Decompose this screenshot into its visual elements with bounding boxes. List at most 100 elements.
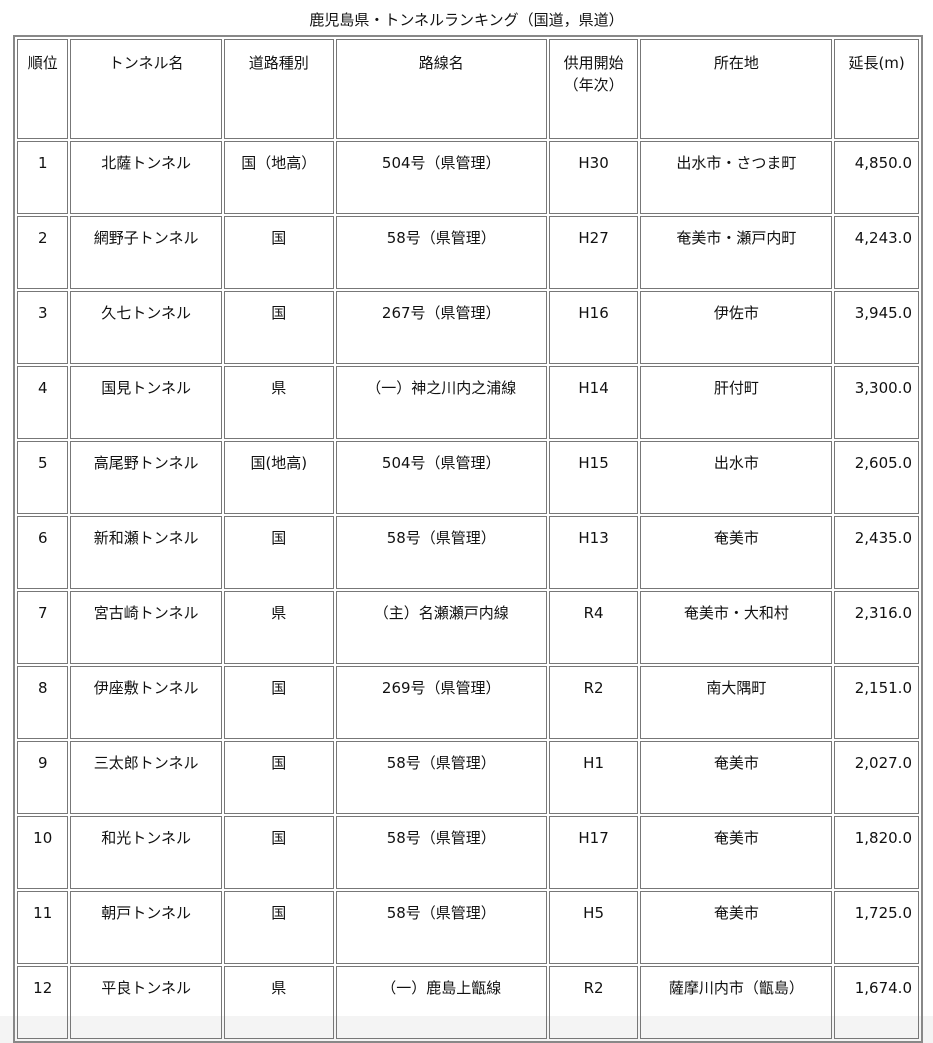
table-row: 1 北薩トンネル 国（地高） 504号（県管理） H30 出水市・さつま町 4,850.0: [17, 141, 919, 214]
cell-length: 1,725.0: [834, 891, 919, 964]
cell-length: 1,674.0: [834, 966, 919, 1039]
header-rank: 順位: [17, 39, 69, 139]
cell-opening-year: H14: [548, 366, 639, 439]
cell-road-type: 国: [223, 516, 334, 589]
table-row: 2 網野子トンネル国 58号（県管理） H27 奄美市・瀬戸内町 4,243.0: [17, 216, 919, 289]
cell-length: 2,605.0: [834, 441, 919, 514]
cell-rank: 4: [17, 366, 69, 439]
table-row: 4 国見トンネル県（一）神之川内之浦線 H14 肝付町 3,300.0: [17, 366, 919, 439]
cell-opening-year: H16: [548, 291, 639, 364]
cell-location: 奄美市: [640, 741, 833, 814]
cell-rank: 10: [17, 816, 69, 889]
cell-road-type: 国: [223, 666, 334, 739]
cell-length: 2,316.0: [834, 591, 919, 664]
header-route-name: 路線名: [335, 39, 547, 139]
cell-road-type: 国: [223, 741, 334, 814]
cell-route-name: 58号（県管理）: [335, 741, 547, 814]
cell-tunnel-name: 国見トンネル: [70, 366, 222, 439]
table-row: 10 和光トンネル国 58号（県管理） H17 奄美市 1,820.0: [17, 816, 919, 889]
cell-rank: 2: [17, 216, 69, 289]
cell-tunnel-name: 北薩トンネル: [70, 141, 222, 214]
cell-rank: 6: [17, 516, 69, 589]
cell-tunnel-name: 伊座敷トンネル: [70, 666, 222, 739]
cell-road-type: 国(地高): [223, 441, 334, 514]
cell-location: 奄美市: [640, 891, 833, 964]
cell-length: 3,300.0: [834, 366, 919, 439]
cell-opening-year: R2: [548, 966, 639, 1039]
cell-rank: 1: [17, 141, 69, 214]
cell-location: 伊佐市: [640, 291, 833, 364]
cell-route-name: （主）名瀬瀬戸内線: [335, 591, 547, 664]
cell-length: 2,027.0: [834, 741, 919, 814]
tunnel-ranking-table: 順位 トンネル名 道路種別 路線名 供用開始 （年次） 所在地 延長(m) 1 北薩トンネル国…: [13, 35, 923, 1043]
cell-route-name: 58号（県管理）: [335, 216, 547, 289]
cell-route-name: 58号（県管理）: [335, 816, 547, 889]
cell-road-type: 国: [223, 216, 334, 289]
header-tunnel-name: トンネル名: [70, 39, 222, 139]
page-title: 鹿児島県・トンネルランキング（国道，県道）: [309, 11, 624, 29]
cell-rank: 7: [17, 591, 69, 664]
cell-rank: 9: [17, 741, 69, 814]
cell-opening-year: H17: [548, 816, 639, 889]
cell-length: 3,945.0: [834, 291, 919, 364]
table-row: 3 久七トンネル国 267号（県管理） H16 伊佐市 3,945.0: [17, 291, 919, 364]
cell-road-type: 県: [223, 366, 334, 439]
cell-length: 2,435.0: [834, 516, 919, 589]
header-opening-year: 供用開始 （年次）: [548, 39, 639, 139]
table-row: 12 平良トンネル県（一）鹿島上甑線 R2 薩摩川内市（甑島） 1,674.0: [17, 966, 919, 1039]
cell-route-name: 504号（県管理）: [335, 141, 547, 214]
cell-road-type: 県: [223, 966, 334, 1039]
cell-location: 肝付町: [640, 366, 833, 439]
cell-tunnel-name: 新和瀬トンネル: [70, 516, 222, 589]
table-row: 7 宮古崎トンネル県（主）名瀬瀬戸内線 R4 奄美市・大和村 2,316.0: [17, 591, 919, 664]
cell-location: 薩摩川内市（甑島）: [640, 966, 833, 1039]
cell-opening-year: H30: [548, 141, 639, 214]
cell-tunnel-name: 朝戸トンネル: [70, 891, 222, 964]
cell-length: 4,850.0: [834, 141, 919, 214]
cell-route-name: （一）鹿島上甑線: [335, 966, 547, 1039]
cell-tunnel-name: 三太郎トンネル: [70, 741, 222, 814]
cell-road-type: 県: [223, 591, 334, 664]
cell-tunnel-name: 平良トンネル: [70, 966, 222, 1039]
cell-rank: 11: [17, 891, 69, 964]
cell-route-name: （一）神之川内之浦線: [335, 366, 547, 439]
cell-opening-year: H5: [548, 891, 639, 964]
cell-location: 出水市: [640, 441, 833, 514]
cell-location: 奄美市・大和村: [640, 591, 833, 664]
cell-rank: 3: [17, 291, 69, 364]
table-row: 8 伊座敷トンネル国 269号（県管理） R2 南大隅町 2,151.0: [17, 666, 919, 739]
cell-rank: 12: [17, 966, 69, 1039]
header-location: 所在地: [640, 39, 833, 139]
table-row: 5 高尾野トンネル 国(地高) 504号（県管理） H15 出水市 2,605.0: [17, 441, 919, 514]
cell-length: 1,820.0: [834, 816, 919, 889]
header-road-type: 道路種別: [223, 39, 334, 139]
cell-length: 4,243.0: [834, 216, 919, 289]
cell-location: 奄美市: [640, 516, 833, 589]
cell-route-name: 504号（県管理）: [335, 441, 547, 514]
table-row: 6 新和瀬トンネル国 58号（県管理） H13 奄美市 2,435.0: [17, 516, 919, 589]
cell-length: 2,151.0: [834, 666, 919, 739]
cell-location: 出水市・さつま町: [640, 141, 833, 214]
cell-opening-year: H15: [548, 441, 639, 514]
cell-tunnel-name: 和光トンネル: [70, 816, 222, 889]
cell-road-type: 国: [223, 816, 334, 889]
cell-route-name: 58号（県管理）: [335, 516, 547, 589]
cell-route-name: 58号（県管理）: [335, 891, 547, 964]
cell-opening-year: R4: [548, 591, 639, 664]
cell-road-type: 国: [223, 291, 334, 364]
table-row: 9 三太郎トンネル国 58号（県管理） H1 奄美市 2,027.0: [17, 741, 919, 814]
cell-opening-year: H1: [548, 741, 639, 814]
cell-rank: 8: [17, 666, 69, 739]
cell-route-name: 267号（県管理）: [335, 291, 547, 364]
cell-tunnel-name: 網野子トンネル: [70, 216, 222, 289]
cell-tunnel-name: 久七トンネル: [70, 291, 222, 364]
cell-opening-year: H27: [548, 216, 639, 289]
cell-road-type: 国（地高）: [223, 141, 334, 214]
header-row: 順位 トンネル名 道路種別 路線名 供用開始 （年次） 所在地 延長(m): [17, 39, 919, 139]
cell-opening-year: R2: [548, 666, 639, 739]
cell-tunnel-name: 宮古崎トンネル: [70, 591, 222, 664]
cell-opening-year: H13: [548, 516, 639, 589]
cell-location: 奄美市: [640, 816, 833, 889]
cell-tunnel-name: 高尾野トンネル: [70, 441, 222, 514]
